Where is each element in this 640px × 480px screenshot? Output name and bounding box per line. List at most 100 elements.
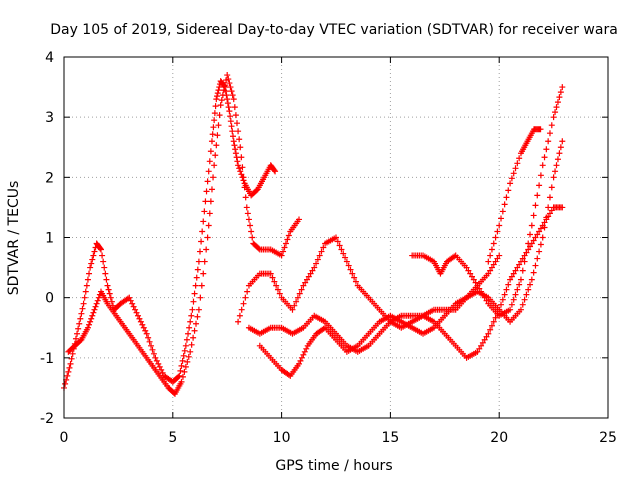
data-point (517, 306, 524, 313)
data-point (182, 342, 189, 349)
data-point (236, 165, 243, 172)
data-point (229, 92, 236, 99)
data-point (181, 368, 188, 375)
data-point (318, 248, 325, 255)
data-point (249, 234, 256, 241)
data-point (64, 372, 71, 379)
data-point (106, 290, 113, 297)
data-point (467, 270, 474, 277)
data-point (87, 264, 94, 271)
data-point (532, 262, 539, 269)
data-point (222, 82, 229, 89)
data-point (94, 297, 101, 304)
data-point (320, 244, 327, 251)
data-point (190, 334, 197, 341)
data-point (194, 313, 201, 320)
data-point (238, 171, 245, 178)
data-point (521, 252, 528, 259)
data-point (67, 360, 74, 367)
data-point (100, 258, 107, 265)
data-point (176, 372, 183, 379)
data-point (530, 269, 537, 276)
data-point (305, 273, 312, 280)
data-point (552, 168, 559, 175)
data-point (236, 312, 243, 319)
data-point (316, 252, 323, 259)
data-point (178, 362, 185, 369)
data-point (485, 270, 492, 277)
data-point (88, 260, 95, 267)
data-point (183, 336, 190, 343)
data-point (472, 279, 479, 286)
data-point (224, 100, 231, 107)
data-point (516, 281, 523, 288)
data-point (507, 276, 514, 283)
x-tick-label: 5 (168, 430, 177, 446)
data-point (534, 192, 541, 199)
data-point (65, 368, 72, 375)
data-point (501, 201, 508, 208)
data-point (230, 96, 237, 103)
data-point (187, 348, 194, 355)
data-point (556, 94, 563, 101)
data-point (214, 93, 221, 100)
data-point (207, 198, 214, 205)
data-point (104, 282, 111, 289)
data-point (537, 172, 544, 179)
data-point (179, 373, 186, 380)
data-point (188, 312, 195, 319)
data-point (349, 270, 356, 277)
data-point (152, 354, 159, 361)
data-point (92, 303, 99, 310)
data-point (523, 291, 530, 298)
data-point (481, 294, 488, 301)
data-point (347, 266, 354, 273)
data-point (248, 228, 255, 235)
data-point (300, 282, 307, 289)
series-track-d (245, 204, 566, 361)
data-point (241, 184, 248, 191)
data-point (541, 224, 548, 231)
data-point (130, 303, 137, 310)
data-point (89, 256, 96, 263)
axis-ticks: 0 5 10 15 20 25 -2 -1 0 1 2 3 4 (40, 50, 617, 446)
data-point (499, 208, 506, 215)
data-point (234, 158, 241, 165)
data-point (189, 306, 196, 313)
data-point (309, 267, 316, 274)
data-point (496, 252, 503, 259)
data-point (193, 320, 200, 327)
data-point (203, 188, 210, 195)
data-point (284, 236, 291, 243)
data-point (514, 286, 521, 293)
data-point (313, 260, 320, 267)
data-point (206, 158, 213, 165)
y-tick-label: -2 (40, 411, 54, 427)
data-point (205, 222, 212, 229)
data-point (188, 341, 195, 348)
data-point (508, 273, 515, 280)
data-point (554, 99, 561, 106)
data-point (503, 194, 510, 201)
x-tick-label: 0 (60, 430, 69, 446)
data-point (177, 367, 184, 374)
data-point (296, 360, 303, 367)
data-point (107, 294, 114, 301)
data-point (537, 126, 544, 133)
data-point (541, 154, 548, 161)
x-axis-label: GPS time / hours (275, 458, 392, 474)
data-point (532, 202, 539, 209)
data-point (546, 194, 553, 201)
data-point (137, 318, 144, 325)
data-point (66, 364, 73, 371)
data-point (488, 264, 495, 271)
data-point (239, 164, 246, 171)
data-point (490, 318, 497, 325)
data-point (235, 318, 242, 325)
data-point (494, 228, 501, 235)
data-point (479, 291, 486, 298)
data-point (271, 167, 278, 174)
data-point (527, 231, 534, 238)
data-point (536, 248, 543, 255)
data-point (228, 88, 235, 95)
